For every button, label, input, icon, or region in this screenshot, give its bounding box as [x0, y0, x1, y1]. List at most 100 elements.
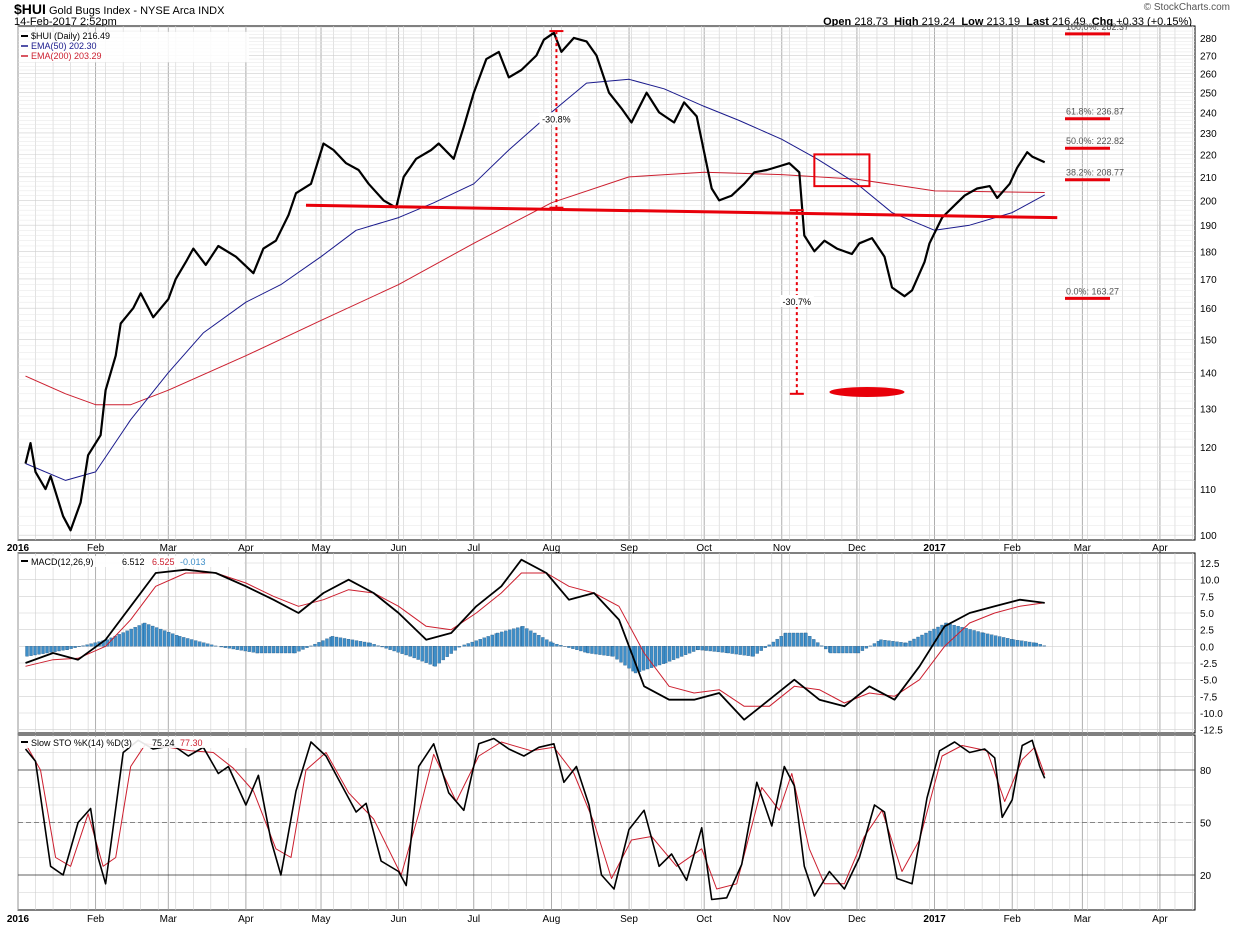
x-tick-label: Nov	[773, 543, 791, 554]
x-tick-label: Apr	[238, 914, 254, 925]
histogram-bar	[412, 646, 416, 659]
histogram-bar	[267, 646, 272, 654]
histogram-bar	[521, 626, 525, 647]
histogram-bar	[808, 636, 812, 647]
histogram-bar	[490, 634, 494, 647]
histogram-bar	[65, 646, 69, 650]
histogram-bar	[133, 627, 137, 647]
y-tick-label: 170	[1200, 275, 1217, 286]
histogram-bar	[567, 646, 571, 648]
x-tick-label: Jul	[467, 543, 480, 554]
histogram-bar	[1016, 640, 1020, 647]
histogram-bar	[354, 640, 359, 647]
fib-level-label: 50.0%: 222.82	[1066, 136, 1124, 146]
histogram-bar	[883, 640, 887, 647]
histogram-bar	[993, 635, 998, 647]
histogram-bar	[445, 646, 449, 657]
histogram-bar	[151, 625, 155, 647]
histogram-bar	[649, 646, 654, 668]
histogram-bar	[182, 637, 186, 647]
y-tick-label: 200	[1200, 196, 1217, 207]
macd-line	[25, 558, 1045, 721]
histogram-bar	[441, 646, 445, 661]
x-tick-label: May	[312, 543, 331, 554]
histogram-bar	[137, 625, 141, 647]
x-tick-label: Sep	[620, 543, 638, 554]
histogram-bar	[720, 646, 724, 653]
histogram-bar	[125, 630, 129, 647]
histogram-bar	[239, 646, 243, 651]
histogram-bar	[508, 629, 512, 647]
histogram-bar	[997, 636, 1002, 647]
histogram-bar	[804, 632, 808, 647]
histogram-bar	[210, 644, 214, 647]
histogram-bar	[792, 632, 796, 647]
histogram-bar	[301, 646, 305, 650]
histogram-bar	[746, 646, 750, 656]
y-tick-label: 260	[1200, 70, 1217, 81]
histogram-bar	[956, 626, 960, 647]
histogram-bar	[667, 646, 672, 662]
histogram-bar	[989, 634, 994, 647]
histogram-bar	[474, 640, 478, 647]
histogram-bar	[1012, 639, 1016, 647]
x-tick-label: May	[312, 914, 331, 925]
histogram-bar	[976, 631, 980, 647]
histogram-bar	[771, 641, 775, 647]
high-value: 219.24	[921, 16, 956, 28]
histogram-bar	[916, 636, 920, 647]
histogram-bar	[551, 642, 555, 647]
y-tick-label: 2.5	[1200, 626, 1214, 637]
legend-bg	[19, 52, 249, 62]
histogram-bar	[716, 646, 720, 653]
sto-legend-label: Slow STO %K(14) %D(3)	[31, 738, 132, 748]
y-tick-label: 80	[1200, 766, 1212, 777]
y-tick-label: 230	[1200, 129, 1217, 140]
histogram-bar	[800, 632, 804, 647]
histogram-bar	[841, 646, 845, 654]
y-tick-label: -5.0	[1200, 676, 1218, 687]
histogram-bar	[611, 646, 615, 657]
histogram-bar	[615, 646, 619, 660]
chart-datetime: 14-Feb-2017 2:52pm	[14, 16, 117, 28]
histogram-bar	[796, 632, 800, 647]
histogram-bar	[346, 639, 351, 647]
x-tick-label: Feb	[87, 543, 105, 554]
histogram-bar	[579, 646, 583, 652]
histogram-bar	[708, 646, 712, 652]
y-tick-label: 130	[1200, 404, 1217, 415]
highlight-box	[813, 153, 871, 188]
open-label: Open	[823, 16, 852, 28]
legend-bg	[19, 556, 244, 567]
histogram-bar	[271, 646, 276, 654]
histogram-bar	[171, 633, 175, 647]
histogram-bar	[428, 646, 432, 665]
histogram-bar	[1028, 641, 1032, 647]
x-tick-label: Jul	[467, 914, 480, 925]
histogram-bar	[738, 646, 742, 655]
y-tick-label: 190	[1200, 221, 1217, 232]
histogram-bar	[486, 636, 490, 647]
histogram-bar	[845, 646, 849, 654]
histogram-bar	[837, 646, 841, 654]
histogram-bar	[496, 632, 500, 647]
histogram-bar	[255, 646, 260, 654]
histogram-bar	[712, 646, 716, 652]
histogram-bar	[85, 644, 89, 647]
histogram-bar	[895, 641, 899, 647]
y-tick-label: 250	[1200, 89, 1217, 100]
y-tick-label: 150	[1200, 335, 1217, 346]
histogram-bar	[167, 631, 171, 647]
histogram-bar	[820, 645, 824, 647]
histogram-bar	[53, 646, 57, 652]
histogram-bar	[235, 646, 239, 650]
histogram-bar	[594, 646, 598, 655]
histogram-bar	[920, 634, 924, 647]
histogram-bar	[231, 646, 235, 650]
histogram-bar	[932, 628, 936, 647]
histogram-bar	[788, 632, 792, 647]
histogram-bar	[388, 646, 392, 650]
histogram-bar	[57, 646, 61, 652]
sto-d-value: 77.30	[180, 738, 203, 748]
histogram-bar	[143, 622, 147, 647]
